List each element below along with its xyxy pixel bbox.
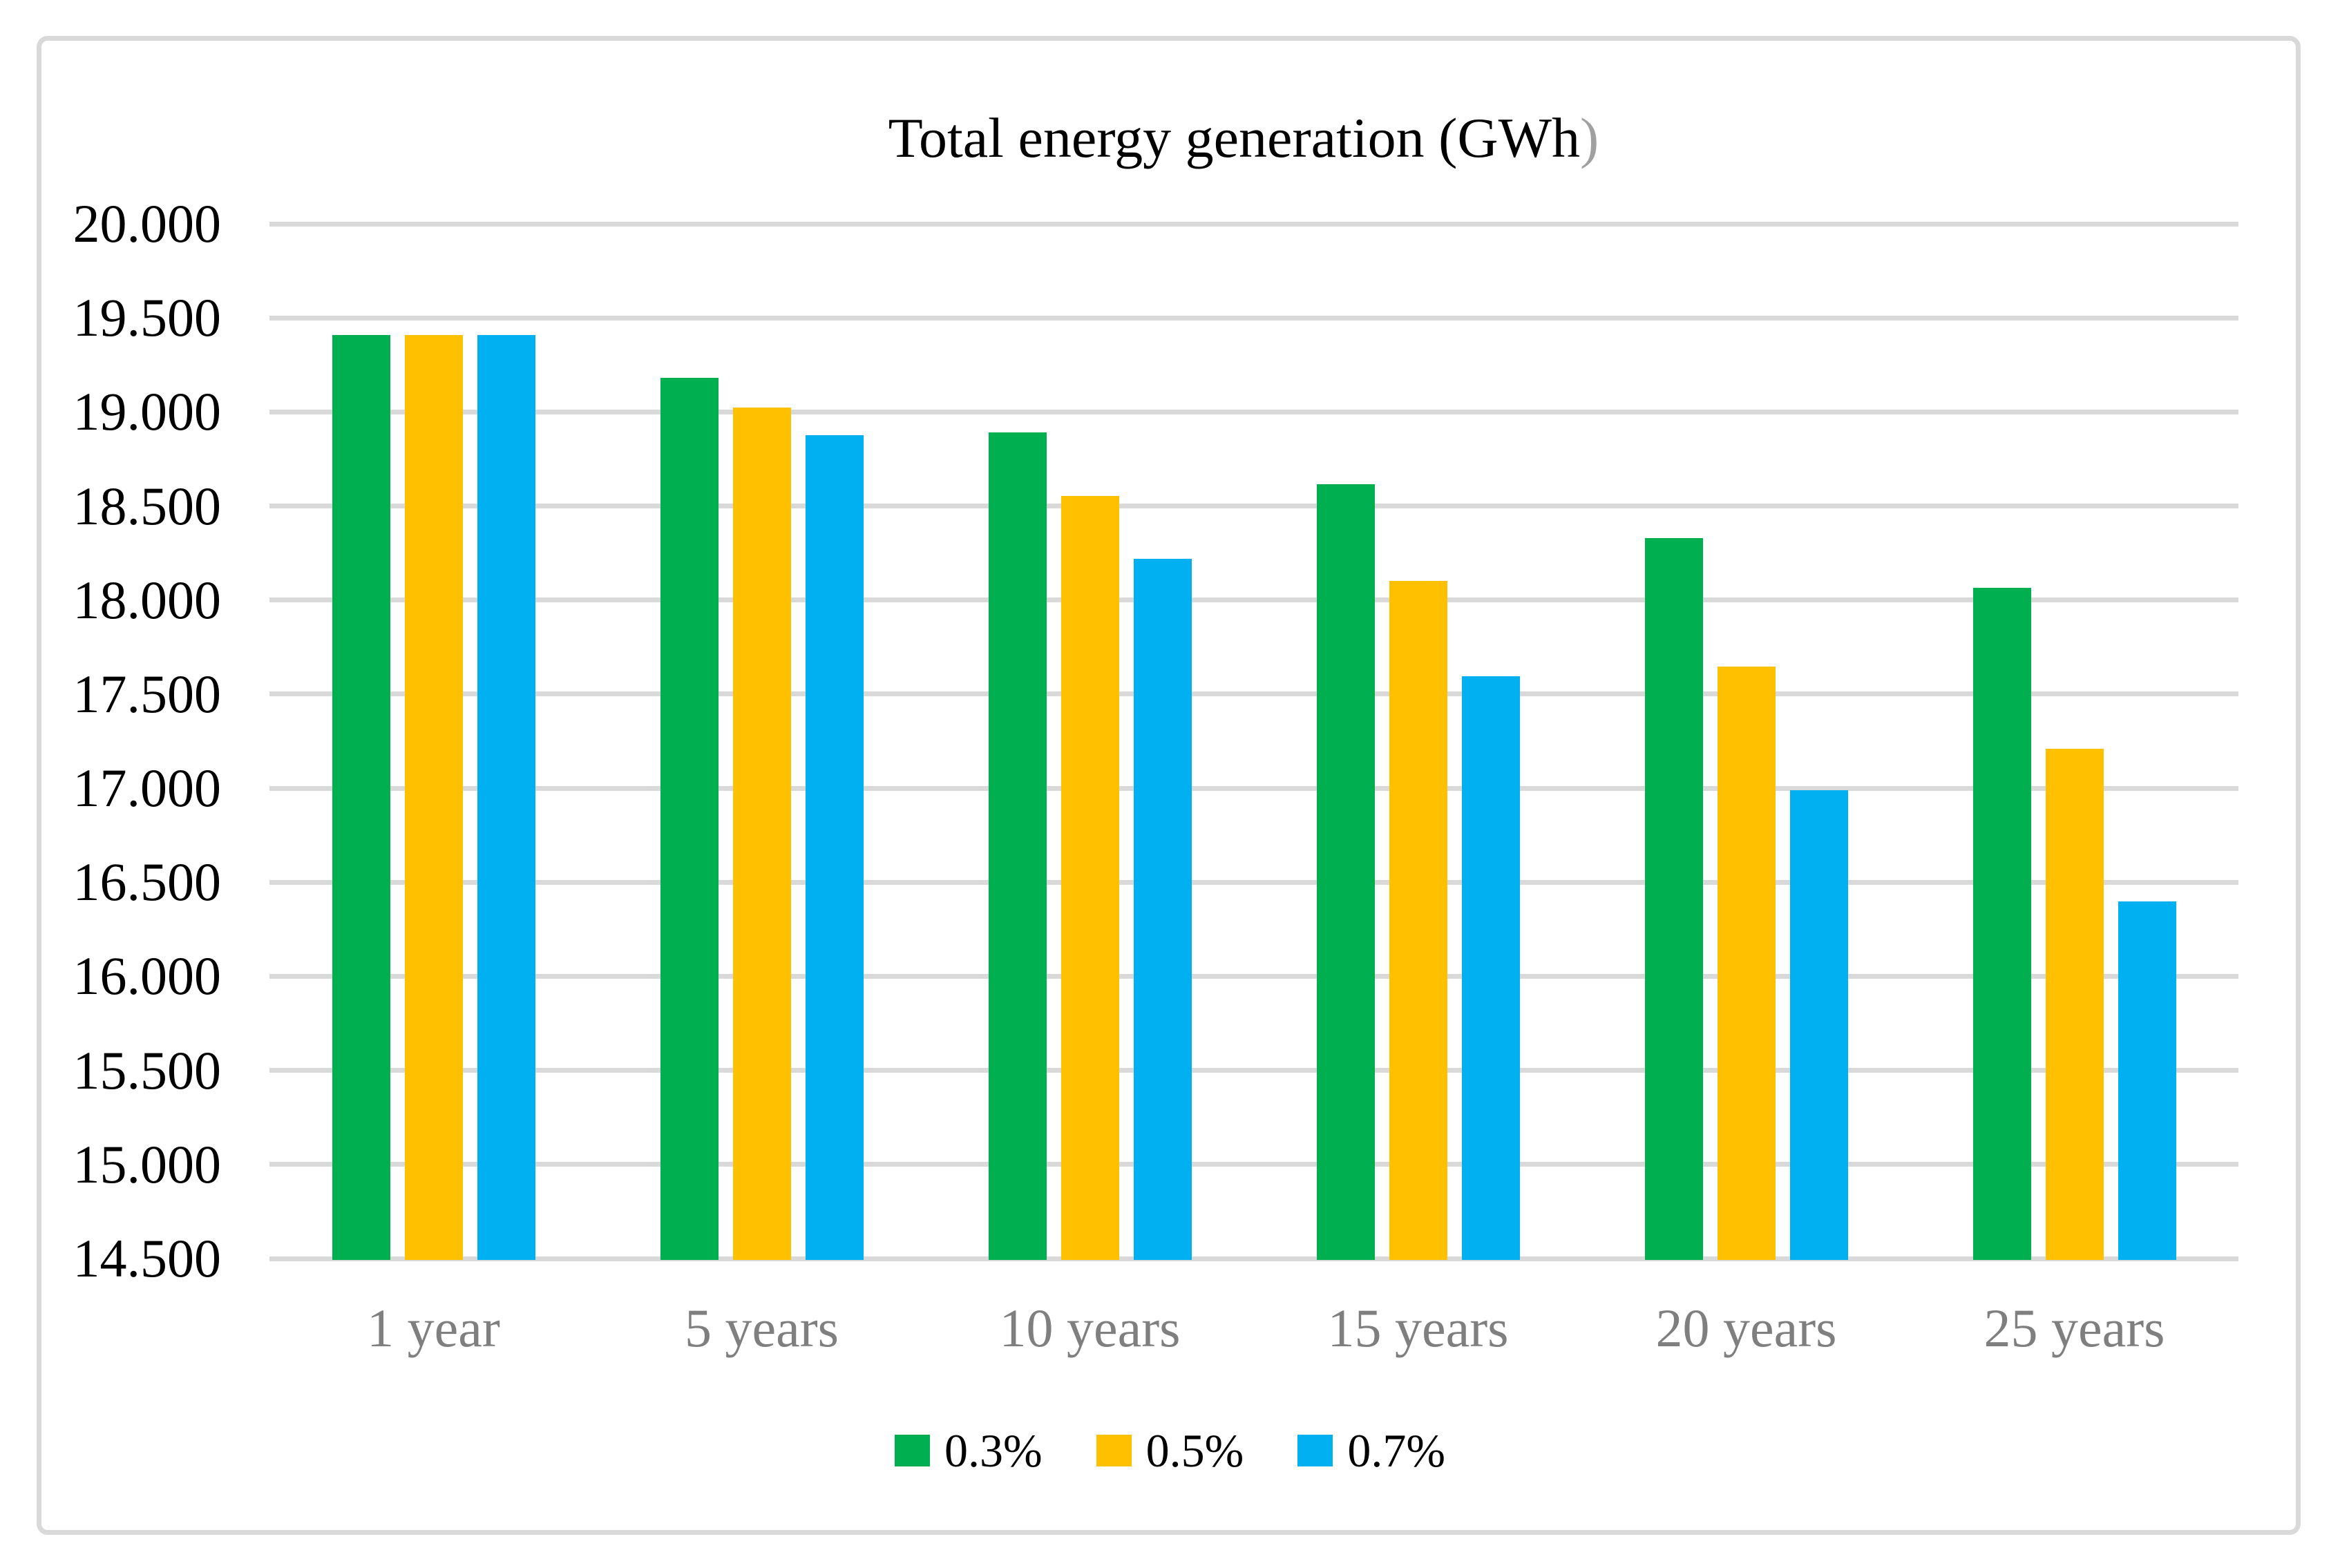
chart-title-closing-paren: )	[1580, 106, 1599, 169]
y-axis-tick-label: 15.500	[73, 1040, 222, 1100]
bar-0.5%-5-years	[732, 407, 791, 1260]
gridline	[269, 221, 2238, 227]
gridline	[269, 785, 2238, 791]
legend-item-0.5%: 0.5%	[1096, 1427, 1244, 1474]
bar-0.7%-5-years	[805, 435, 864, 1260]
gridline	[269, 1162, 2238, 1167]
bar-0.5%-10-years	[1060, 495, 1119, 1260]
gridline	[269, 691, 2238, 697]
bar-0.3%-20-years	[1644, 537, 1703, 1260]
y-axis-tick-label: 19.000	[73, 381, 222, 442]
bar-0.7%-15-years	[1461, 676, 1520, 1260]
bar-0.7%-20-years	[1789, 790, 1848, 1260]
legend-marker-icon	[895, 1435, 931, 1466]
legend-label: 0.3%	[944, 1424, 1043, 1477]
legend-label: 0.5%	[1145, 1424, 1244, 1477]
bar-0.7%-1-year	[477, 334, 535, 1260]
gridline	[269, 315, 2238, 321]
y-axis-tick-label: 17.000	[73, 758, 222, 819]
gridline	[269, 973, 2238, 979]
bar-0.3%-1-year	[332, 334, 390, 1260]
y-axis-tick-label: 20.000	[73, 193, 222, 254]
y-axis-tick-label: 18.000	[73, 569, 222, 630]
legend-marker-icon	[1297, 1435, 1333, 1466]
bar-0.5%-25-years	[2045, 748, 2104, 1260]
bar-0.7%-10-years	[1133, 558, 1192, 1260]
legend-label: 0.7%	[1347, 1424, 1445, 1477]
x-axis-tick-label: 15 years	[1327, 1298, 1509, 1358]
chart-title: Total energy generation (GWh)	[888, 104, 1599, 173]
legend-item-0.7%: 0.7%	[1297, 1427, 1445, 1474]
x-axis-tick-label: 20 years	[1655, 1298, 1837, 1358]
x-axis-tick-label: 25 years	[1984, 1298, 2165, 1358]
bar-0.7%-25-years	[2118, 901, 2176, 1260]
y-axis-tick-label: 17.500	[73, 663, 222, 724]
legend: 0.3% 0.5% 0.7%	[0, 1427, 2340, 1474]
y-axis-tick-label: 16.500	[73, 852, 222, 912]
bar-0.3%-15-years	[1316, 484, 1375, 1260]
legend-item-0.3%: 0.3%	[895, 1427, 1043, 1474]
legend-marker-icon	[1096, 1435, 1132, 1466]
x-axis-tick-label: 10 years	[999, 1298, 1181, 1358]
chart-title-text: Total energy generation (GWh	[888, 106, 1581, 169]
gridline	[269, 879, 2238, 885]
y-axis-tick-label: 15.000	[73, 1134, 222, 1194]
x-axis-tick-label: 5 years	[684, 1298, 839, 1358]
gridline	[269, 409, 2238, 414]
bar-0.3%-10-years	[988, 432, 1047, 1260]
y-axis-tick-label: 18.500	[73, 475, 222, 536]
bar-0.5%-20-years	[1717, 667, 1776, 1260]
y-axis-tick-label: 19.500	[73, 287, 222, 348]
y-axis-tick-label: 14.500	[73, 1228, 222, 1288]
bar-0.3%-5-years	[660, 378, 719, 1260]
gridline	[269, 1068, 2238, 1073]
bar-0.3%-25-years	[1972, 588, 2031, 1260]
gridline	[269, 1256, 2238, 1261]
bar-0.5%-1-year	[404, 334, 463, 1260]
y-axis-tick-label: 16.000	[73, 946, 222, 1006]
gridline	[269, 504, 2238, 509]
bar-0.5%-15-years	[1389, 581, 1447, 1260]
x-axis-tick-label: 1 year	[367, 1298, 500, 1358]
gridline	[269, 597, 2238, 603]
